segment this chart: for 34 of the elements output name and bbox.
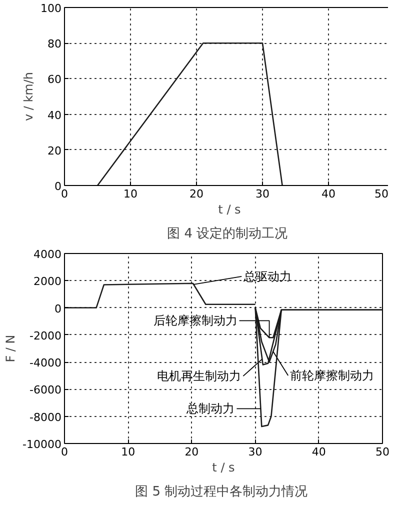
series-label: 电机再生制动力 xyxy=(157,369,242,384)
x-tick-label: 30 xyxy=(248,446,262,458)
series-label: 总驱动力 xyxy=(242,269,292,284)
x-tick-label: 20 xyxy=(190,188,204,200)
text: 图 4 设定的制动工况 xyxy=(167,226,288,242)
x-tick-label: 40 xyxy=(322,188,336,200)
series-label: 前轮摩擦制动力 xyxy=(290,368,374,382)
y-tick-label: -8000 xyxy=(30,410,62,424)
y-tick-label: -6000 xyxy=(30,384,62,397)
x-axis-title: t / s xyxy=(212,460,235,474)
x-tick-label: 40 xyxy=(312,446,326,458)
y-axis-title: v / km/h xyxy=(22,72,36,122)
y-tick-label: 0 xyxy=(54,302,62,316)
y-tick-label: 80 xyxy=(48,38,62,51)
y-tick-label: 4000 xyxy=(34,248,62,261)
x-tick-label: 30 xyxy=(256,188,270,200)
x-tick-label: 50 xyxy=(376,446,390,458)
x-tick-label: 10 xyxy=(124,188,138,200)
y-tick-label: -10000 xyxy=(22,438,62,451)
x-tick-label: 10 xyxy=(121,446,136,458)
text: 总制动力 xyxy=(186,402,235,416)
y-tick-label: 2000 xyxy=(34,275,62,288)
y-tick-label: 20 xyxy=(48,144,62,158)
x-tick-label: 50 xyxy=(374,188,389,200)
text: 图 5 制动过程中各制动力情况 xyxy=(135,484,308,500)
y-tick-label: 100 xyxy=(40,2,62,15)
y-tick-label: -2000 xyxy=(30,329,62,342)
y-tick-label: -4000 xyxy=(30,356,62,370)
y-axis-title: F / N xyxy=(4,334,18,362)
y-tick-label: 60 xyxy=(48,73,62,86)
y-tick-label: 40 xyxy=(48,108,62,122)
series-label: 后轮摩擦制动力 xyxy=(153,314,238,328)
x-tick-label: 20 xyxy=(184,446,199,458)
x-axis-title: t / s xyxy=(218,202,241,216)
